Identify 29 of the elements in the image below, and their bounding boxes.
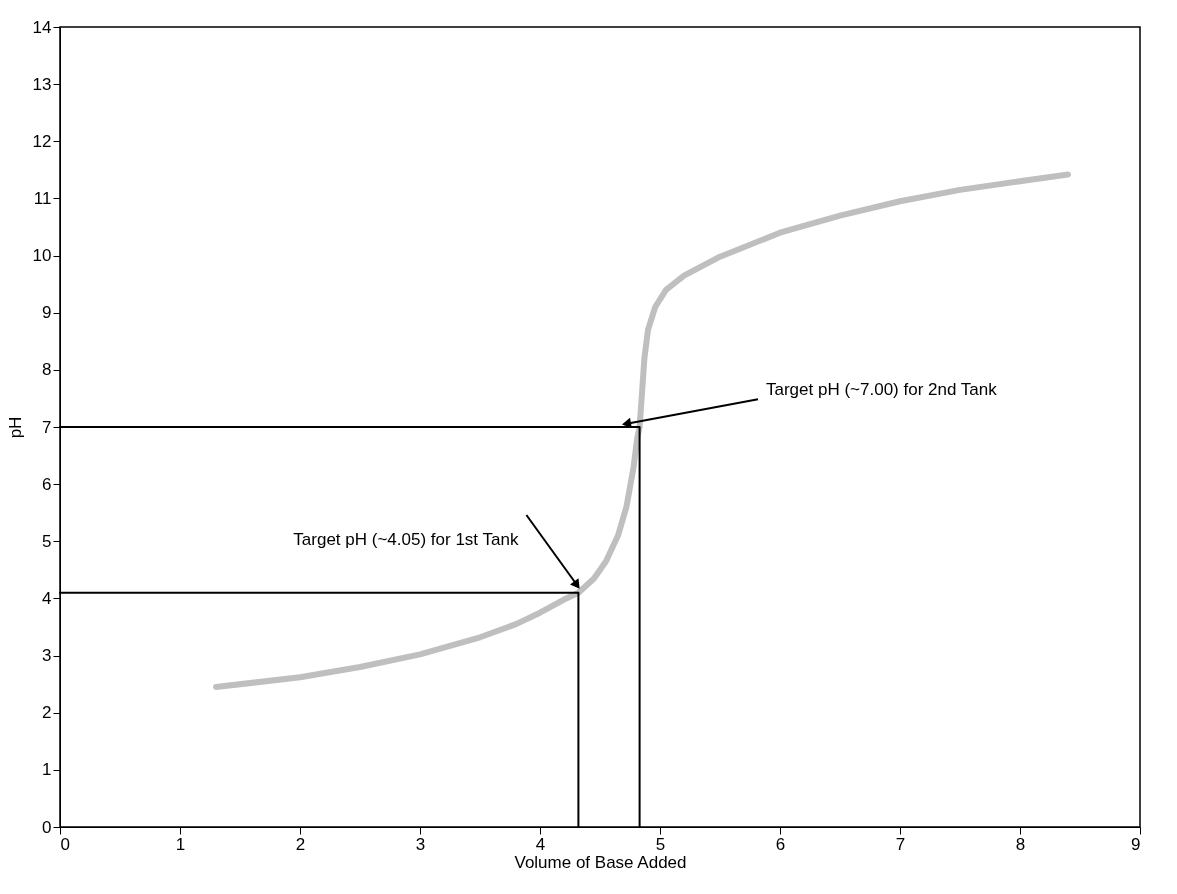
y-axis-title: pH [5,416,25,439]
x-tick-label: 9 [1131,834,1141,854]
y-tick-label: 1 [42,760,52,780]
x-tick-label: 4 [535,834,546,854]
y-tick-label: 3 [42,646,52,666]
x-tick-label: 8 [1015,834,1026,854]
x-tick-label: 7 [895,834,906,854]
y-tick-label: 2 [42,703,52,723]
x-tick-label: 1 [175,834,186,854]
y-tick-label: 11 [33,188,52,208]
y-tick-label: 5 [42,531,52,551]
x-tick-label: 5 [655,834,666,854]
x-tick-label: 2 [295,834,306,854]
y-tick-label: 4 [42,588,52,608]
x-axis-title: Volume of Base Added [514,852,687,872]
y-tick-label: 6 [42,474,52,494]
y-tick-label: 13 [32,74,52,94]
y-tick-label: 14 [32,17,52,37]
x-tick-label: 0 [60,834,70,854]
y-tick-label: 9 [42,303,52,323]
y-tick-label: 0 [42,817,52,837]
y-tick-label: 8 [42,360,52,380]
y-tick-label: 10 [32,246,52,266]
y-tick-label: 12 [32,131,52,151]
annotation: Target pH (~7.00) for 2nd Tank [766,380,998,400]
x-tick-label: 3 [415,834,426,854]
y-tick-label: 7 [42,417,52,437]
x-tick-label: 6 [775,834,786,854]
annotation: Target pH (~4.05) for 1st Tank [293,530,519,549]
